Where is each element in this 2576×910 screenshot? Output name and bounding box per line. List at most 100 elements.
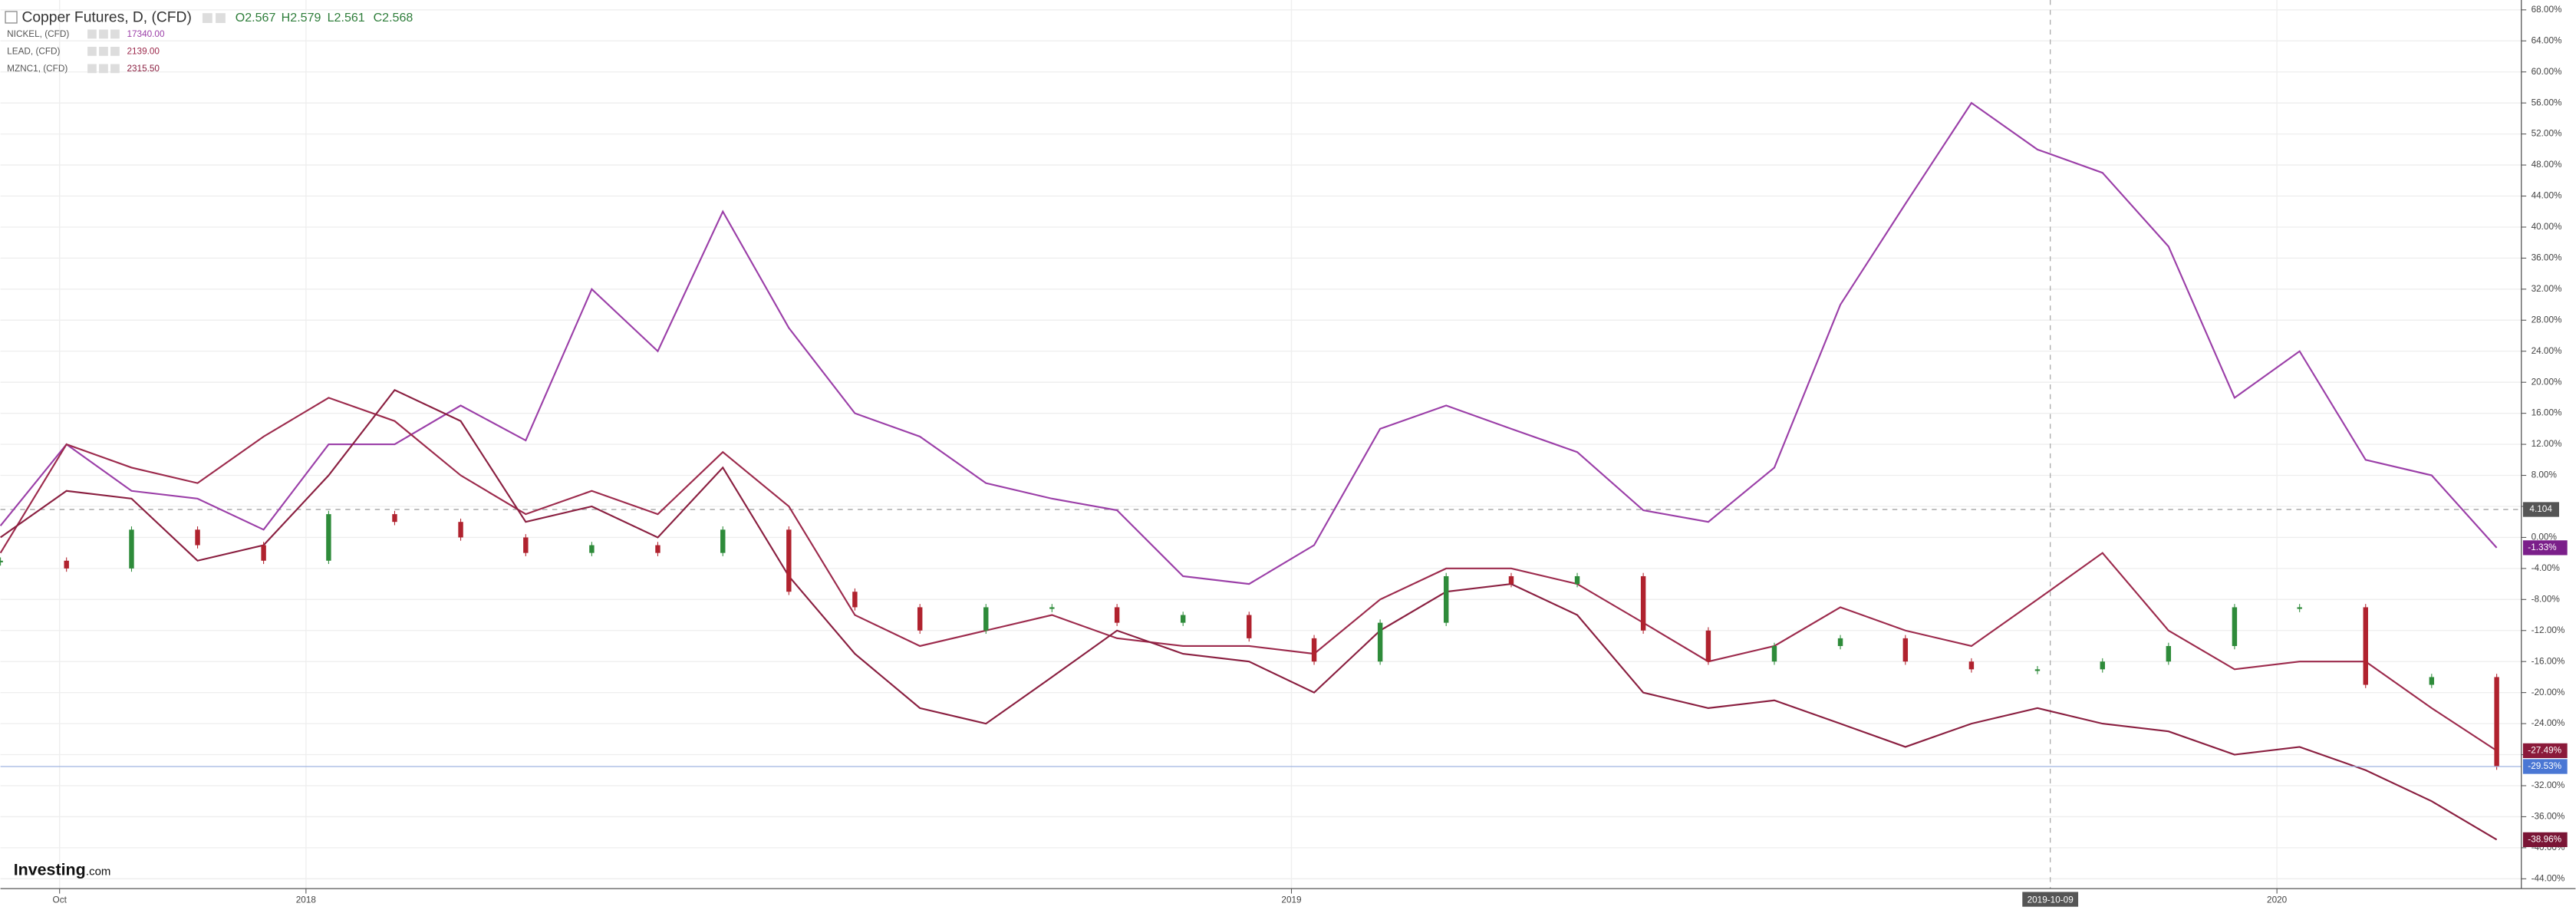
chart-title: Copper Futures, D, (CFD)	[21, 10, 191, 26]
candle-body	[523, 537, 529, 553]
candle-body	[786, 529, 792, 592]
legend-icon	[87, 29, 97, 39]
candle-body	[2363, 607, 2368, 685]
grid	[0, 0, 2522, 889]
candle-body	[2429, 677, 2435, 685]
end-label: -27.49%	[2528, 745, 2561, 755]
candle-body	[1574, 575, 1580, 585]
y-tick-label: -20.00%	[2532, 687, 2565, 697]
legend-icon	[110, 29, 120, 39]
legend-icon	[87, 47, 97, 56]
candle-body	[2100, 661, 2105, 670]
ohlc-value: L2.561	[328, 11, 365, 25]
watermark: Investing .com	[14, 860, 111, 879]
candle-body	[1049, 607, 1055, 609]
candle-body	[2297, 607, 2302, 609]
candle-body	[261, 545, 266, 561]
candle-body	[1247, 615, 1252, 638]
legend-value: 17340.00	[127, 29, 165, 39]
y-tick-label: 16.00%	[2532, 408, 2562, 418]
y-tick-label: 48.00%	[2532, 160, 2562, 170]
y-tick-label: -4.00%	[2532, 563, 2561, 573]
y-tick-label: 24.00%	[2532, 346, 2562, 356]
candle-body	[2034, 669, 2041, 671]
legend-name: NICKEL, (CFD)	[7, 29, 69, 39]
legend-name: LEAD, (CFD)	[7, 47, 60, 57]
x-tick-label: Oct	[53, 895, 68, 905]
y-tick-label: -36.00%	[2532, 812, 2565, 822]
end-label-bg	[2522, 540, 2568, 556]
legend-icon	[110, 47, 120, 56]
candle-body	[1377, 622, 1383, 662]
candle-body	[1640, 575, 1646, 631]
series-line	[0, 101, 2498, 585]
plot-area	[0, 101, 2522, 841]
candle-body	[1705, 630, 1711, 662]
candle-body	[1443, 575, 1449, 623]
series-line	[0, 397, 2498, 752]
y-tick-label: -32.00%	[2532, 780, 2565, 790]
series-line	[0, 388, 2498, 841]
ohlc-value: C2.568	[374, 11, 413, 25]
collapse-icon[interactable]	[5, 11, 18, 24]
legend-icon	[99, 47, 108, 56]
candle-body	[1968, 661, 1975, 670]
icon[interactable]	[216, 13, 226, 23]
legend-value: 2139.00	[127, 47, 160, 57]
candle-body	[392, 514, 397, 523]
end-label: -38.96%	[2528, 834, 2561, 844]
x-tick-label: 2018	[296, 895, 317, 905]
y-tick-label: 40.00%	[2532, 222, 2562, 232]
x-tick-label: 2019	[1281, 895, 1301, 905]
axes: -44.00%-40.00%-36.00%-32.00%-28.00%-24.0…	[53, 5, 2568, 907]
candle-body	[2494, 677, 2499, 767]
y-tick-label: -24.00%	[2532, 718, 2565, 728]
candle-body	[917, 607, 923, 631]
icon[interactable]	[202, 13, 212, 23]
y-tick-label: 52.00%	[2532, 129, 2562, 139]
candle-body	[983, 607, 989, 631]
y-tick-label: 44.00%	[2532, 191, 2562, 201]
y-tick-label: -8.00%	[2532, 594, 2561, 604]
end-label-bg	[2522, 832, 2568, 847]
end-label: -1.33%	[2528, 542, 2557, 552]
y-tick-label: 60.00%	[2532, 67, 2562, 77]
candle-body	[1311, 638, 1317, 662]
candle-body	[129, 529, 134, 569]
reference-label-bg	[2522, 502, 2559, 517]
candle-body	[1902, 638, 1909, 662]
candle-body	[852, 592, 858, 608]
ohlc-value: H2.579	[282, 11, 321, 25]
end-label-bg	[2522, 759, 2568, 774]
candle-body	[1771, 645, 1777, 662]
y-tick-label: 32.00%	[2532, 284, 2562, 294]
candle-body	[720, 529, 726, 553]
y-tick-label: 12.00%	[2532, 439, 2562, 449]
y-tick-label: 68.00%	[2532, 5, 2562, 15]
legend-name: MZNC1, (CFD)	[7, 64, 68, 74]
header: Copper Futures, D, (CFD)	[5, 10, 226, 26]
candle-body	[1114, 607, 1120, 623]
end-label-bg	[2522, 743, 2568, 759]
watermark-logo: Investing	[14, 860, 86, 879]
candle-body	[589, 545, 595, 553]
legend-icon	[110, 64, 120, 74]
y-tick-label: 64.00%	[2532, 35, 2562, 45]
y-tick-label: -44.00%	[2532, 873, 2565, 883]
end-label: -29.53%	[2528, 761, 2561, 771]
legend: NICKEL, (CFD) 17340.00 LEAD, (CFD) 2139.00 M…	[7, 29, 165, 74]
candle-body	[1180, 615, 1186, 623]
candle-body	[655, 545, 660, 553]
x-crosshair-label-bg	[2022, 892, 2079, 907]
candle-body	[64, 560, 69, 569]
candle-body	[458, 522, 463, 538]
y-tick-label: 8.00%	[2532, 470, 2558, 480]
candle-body	[2232, 607, 2238, 646]
candle-body	[195, 529, 200, 546]
y-tick-label: 0.00%	[2532, 532, 2558, 542]
candle-body	[2166, 645, 2172, 662]
y-tick-label: -12.00%	[2532, 625, 2565, 635]
